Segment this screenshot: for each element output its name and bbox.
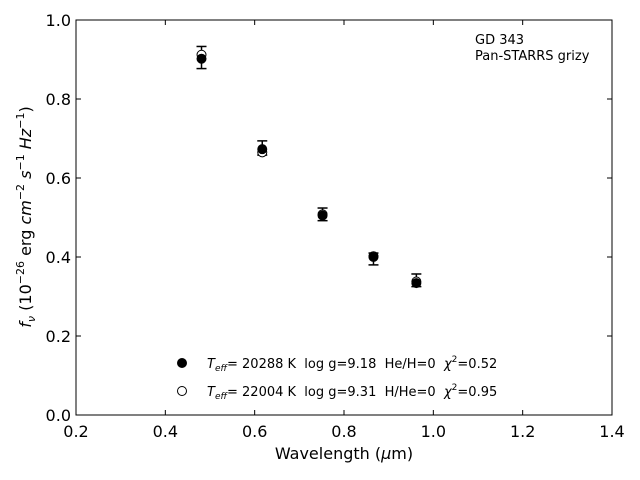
model-point-filled [257,144,268,155]
x-axis-ticks: 0.2 0.4 0.6 0.8 1.0 1.2 1.4 [63,20,625,441]
y-tick-label: 0.0 [46,406,71,425]
legend-entry-2: Teff= 22004 K log g=9.31 H/He=0 χ2=0.95 [207,383,497,402]
y-tick-label: 1.0 [46,11,71,30]
y-tick-label: 0.4 [46,248,71,267]
y-tick-label: 0.8 [46,90,71,109]
plot-frame [75,19,613,416]
star-name-label: GD 343 [475,33,524,48]
x-tick-label: 1.4 [599,422,624,441]
legend-marker-open [177,386,187,396]
x-tick-label: 0.8 [331,422,356,441]
legend-marker-filled [177,358,187,368]
legend-entry-1: Teff= 20288 K log g=9.18 He/H=0 χ2=0.52 [207,355,497,374]
y-tick-label: 0.2 [46,327,71,346]
model-point-filled [317,210,328,221]
x-axis-label: Wavelength (μm) [275,444,413,463]
survey-name-label: Pan-STARRS grizy [475,49,590,64]
y-tick-label: 0.6 [46,169,71,188]
model-point-filled [196,53,207,64]
model-point-filled [368,252,379,262]
data-markers [196,49,422,289]
x-tick-label: 0.4 [153,422,178,441]
y-axis-ticks: 0.0 0.2 0.4 0.6 0.8 1.0 [46,11,612,425]
model-point-filled [411,278,422,289]
error-bars [196,45,422,288]
x-tick-label: 0.2 [63,422,88,441]
x-tick-label: 0.6 [242,422,267,441]
x-tick-label: 1.2 [510,422,535,441]
legend: Teff= 20288 K log g=9.18 He/H=0 χ2=0.52 … [177,355,497,402]
x-tick-label: 1.0 [421,422,446,441]
y-axis-label: fν (10−26 erg cm−2 s−1 Hz−1) [14,106,38,327]
